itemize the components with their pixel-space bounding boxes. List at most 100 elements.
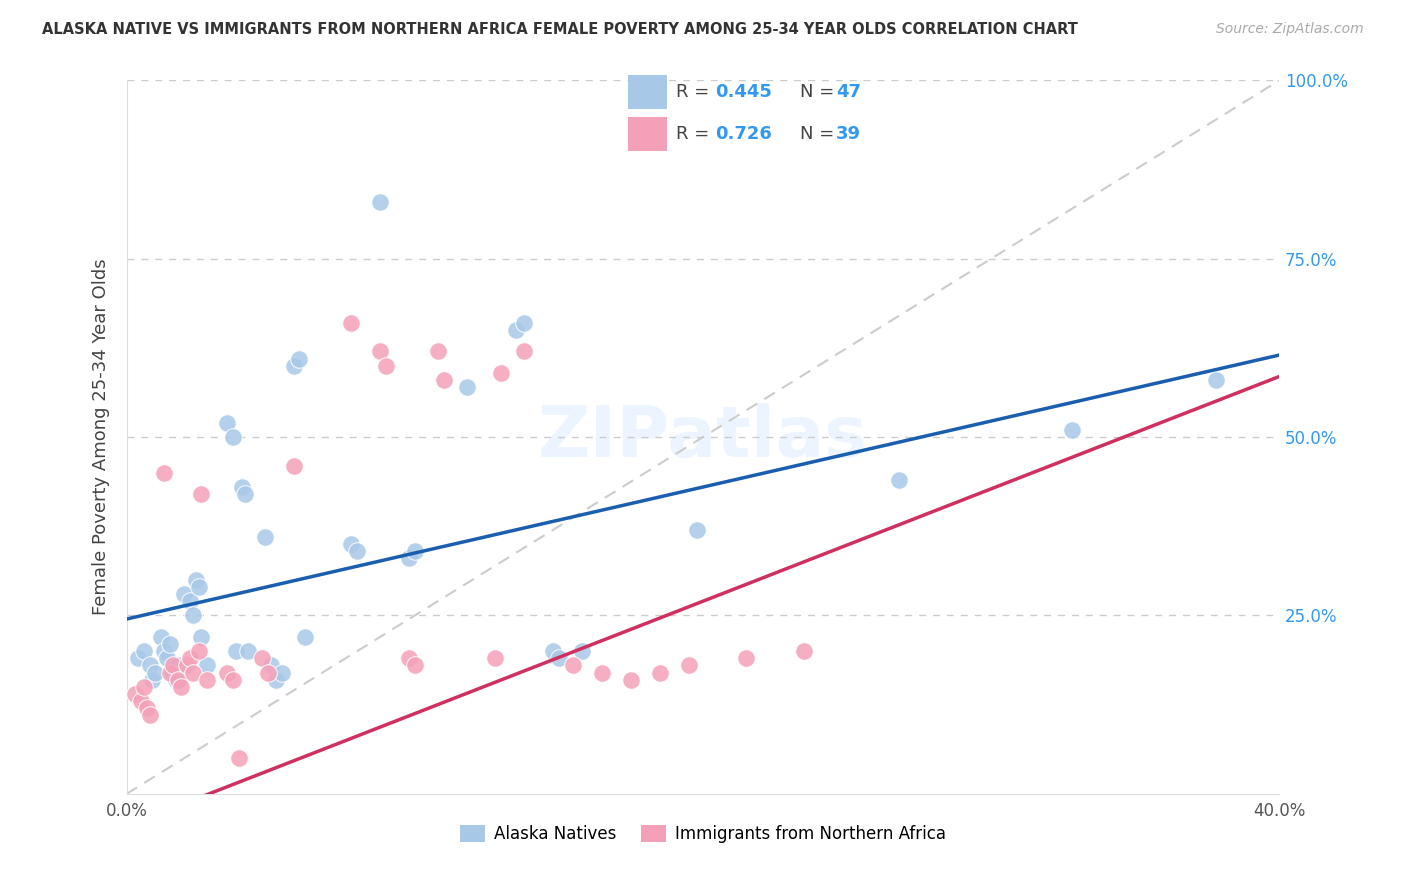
Point <box>678 658 700 673</box>
Point <box>159 637 181 651</box>
Point <box>283 458 305 473</box>
Point <box>145 665 166 680</box>
Point <box>398 651 420 665</box>
Text: R =: R = <box>676 126 716 144</box>
Point <box>513 316 536 330</box>
Text: N =: N = <box>800 126 839 144</box>
Point <box>187 644 209 658</box>
Point <box>571 644 593 658</box>
Text: 39: 39 <box>837 126 862 144</box>
Point <box>513 344 536 359</box>
Point <box>179 651 201 665</box>
Point <box>167 673 190 687</box>
Point <box>231 480 253 494</box>
Point <box>167 658 190 673</box>
Point <box>271 665 294 680</box>
Text: 0.726: 0.726 <box>716 126 772 144</box>
Text: ALASKA NATIVE VS IMMIGRANTS FROM NORTHERN AFRICA FEMALE POVERTY AMONG 25-34 YEAR: ALASKA NATIVE VS IMMIGRANTS FROM NORTHER… <box>42 22 1078 37</box>
Point <box>505 323 527 337</box>
Point <box>190 630 212 644</box>
Point <box>181 608 204 623</box>
Point <box>491 366 513 380</box>
Point <box>138 708 160 723</box>
Point <box>562 658 585 673</box>
Point <box>1060 423 1083 437</box>
Point <box>129 694 152 708</box>
Point <box>162 665 184 680</box>
Point <box>195 673 218 687</box>
Point <box>184 573 207 587</box>
Point <box>259 658 281 673</box>
Point <box>124 687 146 701</box>
Point <box>340 316 363 330</box>
FancyBboxPatch shape <box>627 75 666 109</box>
Text: 0.445: 0.445 <box>716 83 772 101</box>
Point <box>138 658 160 673</box>
Point <box>233 487 256 501</box>
Legend: Alaska Natives, Immigrants from Northern Africa: Alaska Natives, Immigrants from Northern… <box>454 818 952 850</box>
Point <box>217 416 239 430</box>
Point <box>135 701 157 715</box>
Point <box>173 587 195 601</box>
Text: ZIPatlas: ZIPatlas <box>538 402 868 472</box>
Point <box>132 680 155 694</box>
Point <box>132 644 155 658</box>
Point <box>217 665 239 680</box>
Point <box>620 673 643 687</box>
Text: R =: R = <box>676 83 716 101</box>
Point <box>266 673 288 687</box>
Point <box>179 594 201 608</box>
Point <box>340 537 363 551</box>
Point <box>591 665 613 680</box>
Point <box>176 658 198 673</box>
Text: 47: 47 <box>837 83 862 101</box>
Point <box>228 751 250 765</box>
Point <box>686 523 709 537</box>
Point <box>793 644 815 658</box>
Point <box>153 466 176 480</box>
Point <box>404 544 426 558</box>
Point <box>190 487 212 501</box>
Text: Source: ZipAtlas.com: Source: ZipAtlas.com <box>1216 22 1364 37</box>
Point <box>374 359 398 373</box>
Point <box>294 630 316 644</box>
Point <box>153 644 176 658</box>
Point <box>484 651 506 665</box>
Point <box>250 651 273 665</box>
Point <box>181 665 204 680</box>
Point <box>222 673 245 687</box>
Point <box>887 473 910 487</box>
Point <box>548 651 571 665</box>
Point <box>222 430 245 444</box>
Point <box>141 673 163 687</box>
Point <box>236 644 259 658</box>
Point <box>187 580 209 594</box>
Point <box>195 658 218 673</box>
Point <box>288 351 311 366</box>
Point <box>541 644 564 658</box>
Point <box>283 359 305 373</box>
Point <box>256 665 278 680</box>
Point <box>346 544 368 558</box>
Point <box>1205 373 1227 387</box>
Point <box>404 658 426 673</box>
Point <box>456 380 478 394</box>
Point <box>735 651 758 665</box>
Text: N =: N = <box>800 83 839 101</box>
Point <box>165 673 187 687</box>
Point <box>398 551 420 566</box>
Point <box>159 665 181 680</box>
Point <box>253 530 276 544</box>
Point <box>225 644 247 658</box>
Point <box>433 373 456 387</box>
Point <box>368 194 391 209</box>
Y-axis label: Female Poverty Among 25-34 Year Olds: Female Poverty Among 25-34 Year Olds <box>91 259 110 615</box>
Point <box>127 651 149 665</box>
Point <box>162 658 184 673</box>
Point <box>426 344 449 359</box>
Point <box>150 630 173 644</box>
Point <box>368 344 391 359</box>
Point <box>170 680 193 694</box>
Point <box>156 651 179 665</box>
Point <box>648 665 671 680</box>
